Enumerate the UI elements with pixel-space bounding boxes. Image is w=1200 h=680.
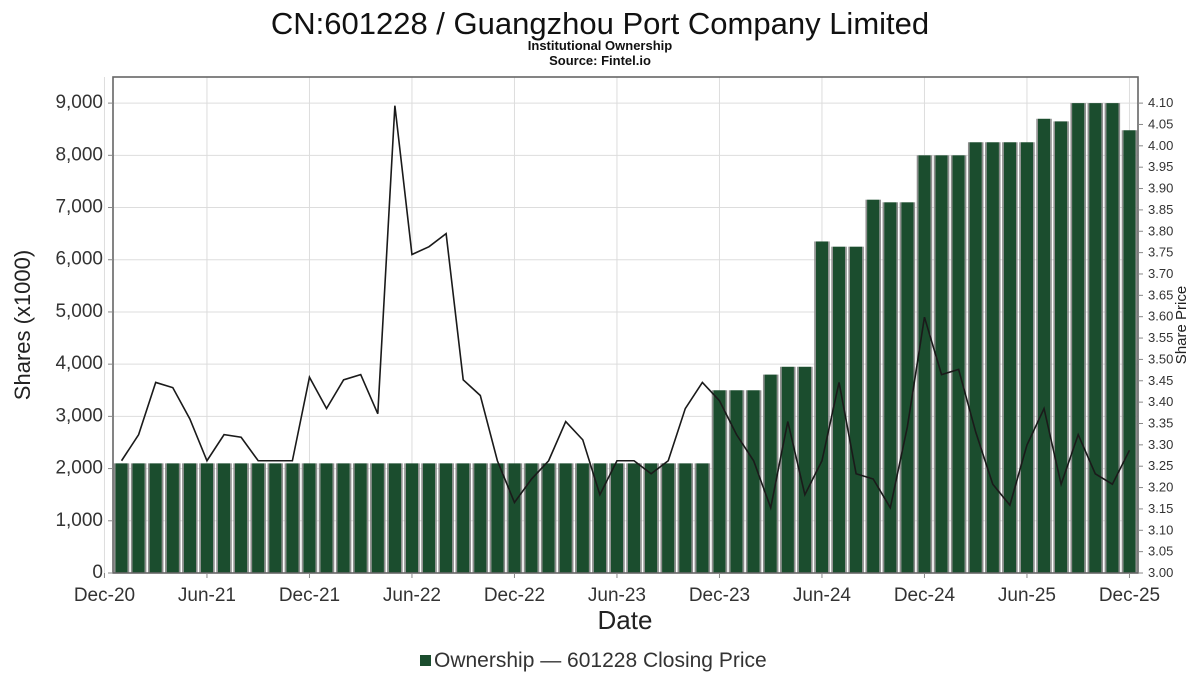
svg-text:Jun-24: Jun-24: [793, 585, 852, 606]
svg-text:3.40: 3.40: [1148, 394, 1173, 409]
svg-text:8,000: 8,000: [55, 144, 103, 165]
svg-text:9,000: 9,000: [55, 92, 103, 113]
svg-text:Date: Date: [598, 605, 653, 635]
svg-text:Share Price: Share Price: [1173, 286, 1190, 364]
svg-text:3.65: 3.65: [1148, 287, 1173, 302]
svg-text:Dec-22: Dec-22: [484, 585, 545, 606]
svg-text:Dec-25: Dec-25: [1099, 585, 1160, 606]
svg-text:0: 0: [92, 562, 103, 583]
svg-text:3.85: 3.85: [1148, 202, 1173, 217]
svg-text:4,000: 4,000: [55, 353, 103, 374]
svg-text:3.95: 3.95: [1148, 159, 1173, 174]
svg-text:Jun-21: Jun-21: [178, 585, 236, 606]
svg-text:4.05: 4.05: [1148, 116, 1173, 131]
svg-text:3.80: 3.80: [1148, 223, 1173, 238]
svg-text:3.00: 3.00: [1148, 565, 1173, 580]
svg-text:3.45: 3.45: [1148, 373, 1173, 388]
svg-text:3.60: 3.60: [1148, 309, 1173, 324]
svg-text:Jun-23: Jun-23: [588, 585, 646, 606]
svg-text:4.00: 4.00: [1148, 138, 1173, 153]
svg-text:3,000: 3,000: [55, 405, 103, 426]
svg-text:Jun-25: Jun-25: [998, 585, 1056, 606]
svg-text:Dec-20: Dec-20: [74, 585, 135, 606]
svg-text:3.55: 3.55: [1148, 330, 1173, 345]
svg-text:3.10: 3.10: [1148, 522, 1173, 537]
svg-text:Dec-21: Dec-21: [279, 585, 340, 606]
svg-text:3.75: 3.75: [1148, 245, 1173, 260]
svg-text:6,000: 6,000: [55, 249, 103, 270]
svg-text:Jun-22: Jun-22: [383, 585, 441, 606]
svg-text:Ownership — 601228 Closing Pri: Ownership — 601228 Closing Price: [434, 649, 767, 672]
svg-text:Shares (x1000): Shares (x1000): [10, 250, 35, 400]
svg-text:3.25: 3.25: [1148, 458, 1173, 473]
svg-text:Dec-23: Dec-23: [689, 585, 750, 606]
svg-text:3.70: 3.70: [1148, 266, 1173, 281]
svg-text:3.30: 3.30: [1148, 437, 1173, 452]
svg-text:3.90: 3.90: [1148, 181, 1173, 196]
svg-text:3.15: 3.15: [1148, 501, 1173, 516]
svg-text:3.20: 3.20: [1148, 480, 1173, 495]
svg-text:4.10: 4.10: [1148, 95, 1173, 110]
svg-text:3.35: 3.35: [1148, 415, 1173, 430]
svg-text:Dec-24: Dec-24: [894, 585, 956, 606]
svg-text:7,000: 7,000: [55, 197, 103, 218]
svg-text:3.50: 3.50: [1148, 351, 1173, 366]
svg-text:3.05: 3.05: [1148, 544, 1173, 559]
svg-text:2,000: 2,000: [55, 458, 103, 479]
svg-text:1,000: 1,000: [55, 510, 103, 531]
svg-text:5,000: 5,000: [55, 301, 103, 322]
